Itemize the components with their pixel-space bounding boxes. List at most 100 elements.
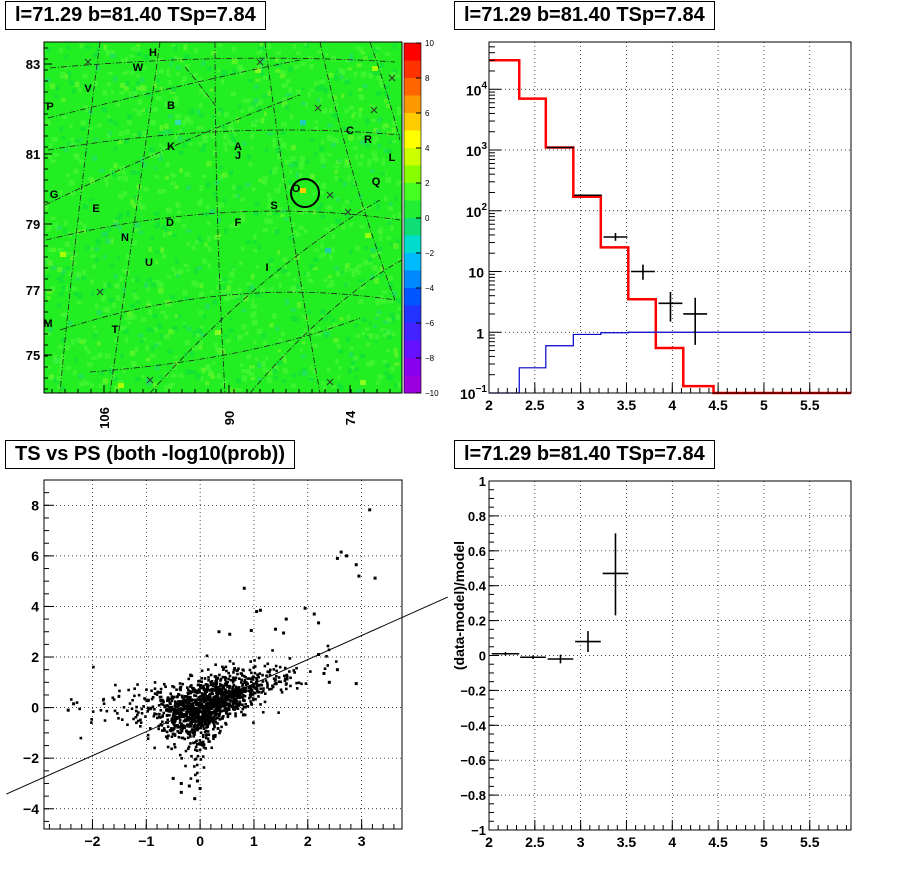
scatter-point (322, 671, 326, 675)
map-pixel (176, 210, 182, 215)
map-pixel (66, 251, 72, 256)
scatter-point (252, 685, 256, 689)
map-pixel (332, 137, 339, 144)
colorbar-label: 6 (425, 109, 430, 118)
scatter-point (186, 730, 190, 734)
map-pixel (315, 330, 322, 337)
map-pixel (186, 241, 191, 247)
scatter-point (195, 725, 199, 729)
longitude-arc (109, 41, 161, 394)
scatter-point (212, 722, 216, 726)
scatter-point (201, 724, 205, 727)
map-pixel (116, 256, 121, 260)
scatter-point (215, 705, 219, 709)
map-pixel (372, 154, 378, 161)
map-pixel (121, 232, 127, 239)
scatter-point (193, 698, 197, 702)
map-pixel (369, 255, 374, 261)
map-pixel (64, 241, 70, 247)
map-pixel (142, 108, 146, 113)
map-pixel (169, 295, 176, 299)
map-pixel (241, 99, 248, 103)
map-pixel (131, 46, 136, 52)
y-tick-label: 81 (26, 147, 40, 162)
map-pixel (331, 246, 335, 253)
map-pixel (311, 329, 315, 336)
scatter-point (209, 715, 213, 718)
map-pixel (196, 126, 201, 130)
y-tick-label: 0.6 (468, 544, 486, 559)
map-pixel (172, 325, 179, 331)
map-pixel (363, 56, 368, 60)
scatter-point (187, 692, 190, 696)
map-pixel (227, 280, 233, 284)
scatter-cloud (66, 508, 377, 801)
scatter-point (354, 563, 358, 567)
x-tick-label: 5.5 (800, 834, 820, 850)
map-pixel (136, 184, 142, 189)
source-label: F (235, 217, 242, 229)
map-pixel (319, 84, 325, 91)
scatter-point (219, 704, 223, 707)
map-pixel (193, 47, 198, 54)
scatter-point (207, 676, 210, 679)
map-pixel (320, 242, 324, 249)
map-pixel (60, 71, 66, 78)
map-pixel (59, 370, 64, 375)
scatter-point (251, 697, 255, 700)
scatter-point (218, 702, 222, 706)
map-pixel (217, 350, 223, 355)
scatter-point (278, 665, 282, 669)
scatter-point (175, 712, 178, 716)
map-pixel (227, 328, 234, 333)
map-pixel (240, 197, 246, 202)
y-tick-label: 0 (479, 649, 486, 664)
map-pixel (130, 360, 137, 367)
longitude-arc (264, 41, 321, 394)
scatter-point (277, 676, 281, 679)
map-pixel (179, 168, 183, 173)
map-pixel (292, 161, 298, 168)
map-pixel (84, 148, 88, 154)
map-pixel (310, 173, 316, 180)
scatter-point (168, 697, 172, 701)
map-pixel (79, 221, 83, 225)
map-pixel (322, 251, 326, 257)
scatter-point (190, 728, 194, 731)
map-pixel (183, 119, 188, 124)
scatter-point (79, 736, 83, 740)
map-pixel (80, 120, 86, 126)
scatter-point (185, 711, 189, 715)
map-pixel (47, 223, 53, 229)
scatter-point (264, 679, 268, 682)
scatter-point (238, 690, 242, 694)
scatter-point (208, 740, 211, 743)
map-pixel (59, 354, 65, 361)
source-label: O (292, 183, 301, 195)
scatter-point (153, 687, 157, 690)
scatter-point (295, 666, 298, 670)
map-pixel (344, 79, 351, 85)
map-pixel (290, 308, 296, 312)
map-pixel (65, 366, 72, 370)
scatter-point (162, 682, 166, 686)
scatter-point (238, 700, 242, 704)
map-pixel (120, 353, 124, 359)
scatter-point (176, 725, 180, 729)
map-pixel (343, 130, 348, 134)
map-pixel (335, 359, 339, 364)
scatter-point (228, 712, 232, 716)
colorbar-cell (404, 60, 421, 79)
scatter-point (254, 687, 257, 690)
map-pixel (379, 63, 384, 68)
map-pixel (374, 242, 378, 248)
map-pixel (150, 235, 154, 241)
scatter-point (168, 713, 171, 717)
map-pixel (330, 223, 336, 228)
scatter-pad: TS vs PS (both -log10(prob)) −2 −1 0 1 2 3 −4−… (0, 437, 449, 875)
scatter-point (172, 723, 176, 726)
map-pixel (79, 159, 84, 164)
scatter-point (199, 743, 203, 746)
map-pixel (124, 56, 128, 63)
map-pixel (64, 64, 68, 70)
